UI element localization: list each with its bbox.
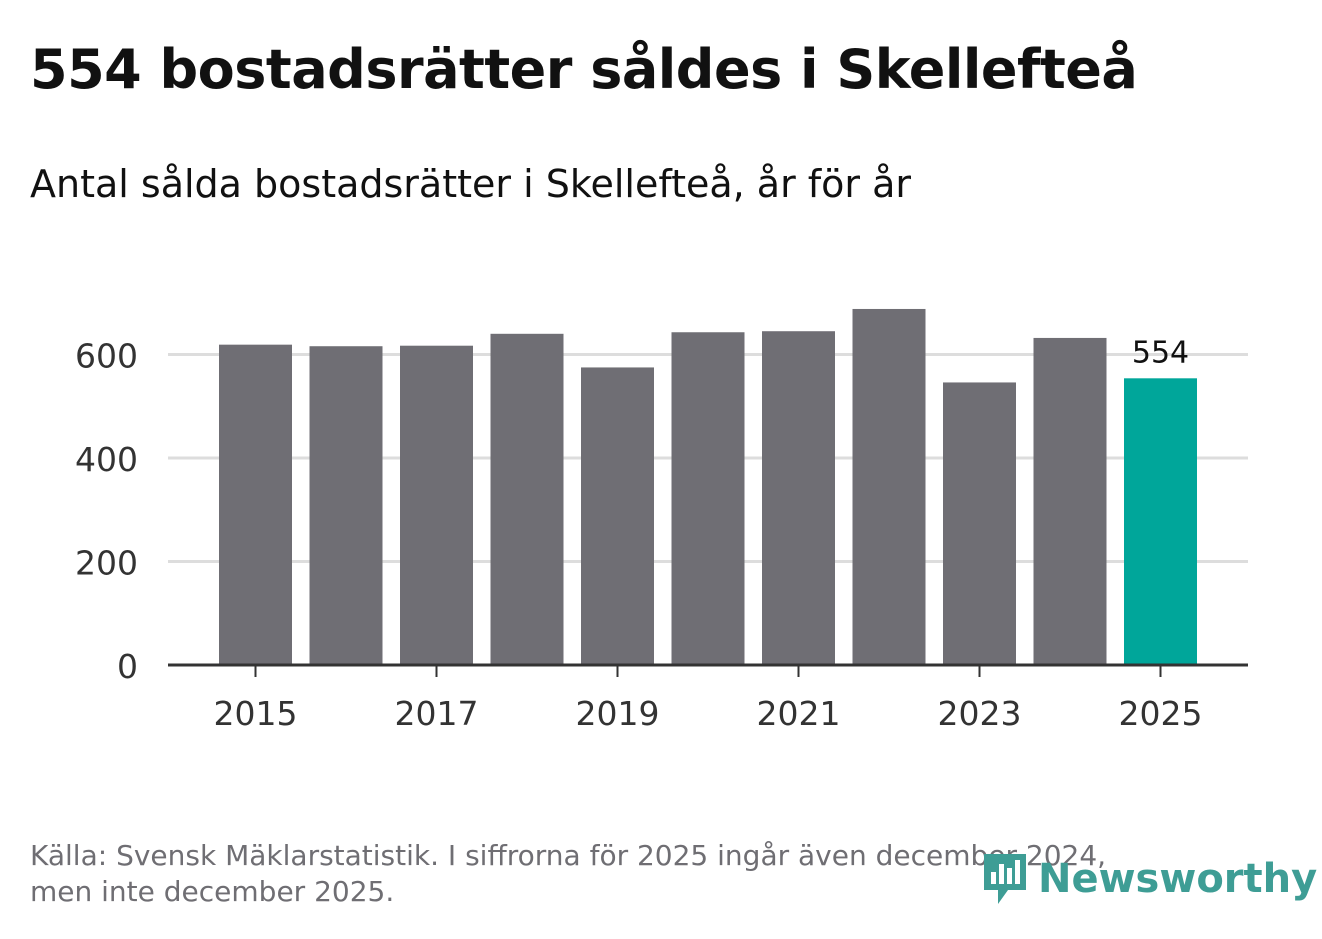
bar-2016 [309, 346, 383, 665]
x-tick-label-2021: 2021 [757, 694, 841, 733]
source-line-2: men inte december 2025. [30, 875, 395, 908]
x-tick-label-2019: 2019 [576, 694, 660, 733]
bar-2020 [671, 332, 745, 665]
y-tick-label-600: 600 [75, 337, 138, 376]
bar-2022 [852, 308, 926, 665]
bar-2018 [490, 333, 564, 665]
x-tick-label-2017: 2017 [395, 694, 479, 733]
newsworthy-logo: Newsworthy [980, 848, 1317, 910]
x-tick-label-2025: 2025 [1119, 694, 1203, 733]
bar-2015 [219, 344, 292, 665]
bar-2017 [400, 345, 473, 665]
bar-2024 [1033, 337, 1107, 665]
y-tick-label-0: 0 [117, 647, 138, 686]
data-label-2025: 554 [1132, 335, 1189, 370]
bar-chart: 0 200 400 600 2015 2017 2019 2021 2023 2025 554 [75, 308, 1248, 733]
x-tick-label-2015: 2015 [214, 694, 298, 733]
source-note: Källa: Svensk Mäklarstatistik. I siffror… [30, 838, 1250, 910]
bar-2019 [581, 367, 654, 665]
y-tick-label-400: 400 [75, 440, 138, 479]
source-line-1: Källa: Svensk Mäklarstatistik. I siffror… [30, 839, 1107, 872]
logo-wordmark: Newsworthy [1038, 856, 1318, 902]
newsworthy-logo-icon [984, 854, 1026, 904]
y-tick-label-200: 200 [75, 544, 138, 583]
x-tick-label-2023: 2023 [938, 694, 1022, 733]
chart-title: 554 bostadsrätter såldes i Skellefteå [30, 38, 1138, 101]
bar-2021 [762, 331, 835, 665]
chart-subtitle: Antal sålda bostadsrätter i Skellefteå, … [30, 162, 912, 206]
bar-2023 [943, 382, 1016, 665]
bar-2025 [1124, 378, 1197, 665]
